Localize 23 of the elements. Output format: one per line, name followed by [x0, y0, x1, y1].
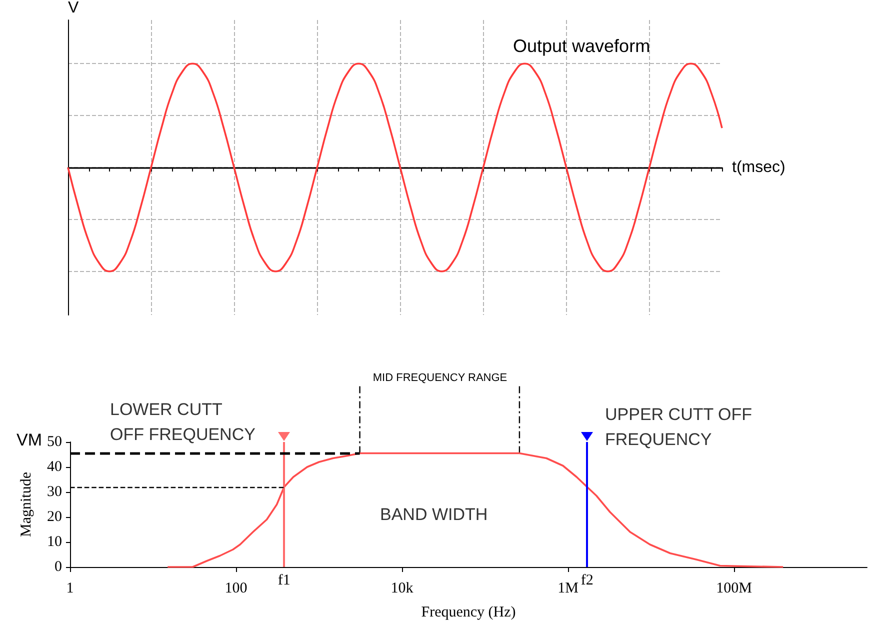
- y-tick-label: 0: [54, 559, 62, 575]
- y-axis-title: V: [68, 0, 79, 16]
- chart-title: Output waveform: [513, 36, 650, 56]
- y-tick-label: 10: [47, 534, 62, 550]
- x-tick-label: 100: [224, 580, 248, 596]
- annotation: BAND WIDTH: [380, 505, 488, 524]
- x-tick-label: 100M: [716, 580, 752, 596]
- y-tick-label: 50: [47, 434, 62, 450]
- y-axis-title: Magnitude: [18, 472, 34, 537]
- x-axis-title: t(msec): [732, 159, 786, 176]
- y-tick-label: 40: [47, 459, 62, 475]
- y-tick-label: 20: [47, 509, 62, 525]
- x-tick-label: 1: [66, 580, 74, 596]
- y-tick-label: 30: [47, 484, 62, 500]
- text: MID FREQUENCY RANGE: [372, 372, 508, 384]
- x-tick-label: 1M: [558, 580, 578, 596]
- ref-line-label: VM: [16, 430, 42, 450]
- annotation: LOWER CUTT OFF FREQUENCY: [110, 400, 256, 444]
- x-tick-label: 10k: [390, 580, 414, 596]
- x-axis-title: Frequency (Hz): [421, 604, 516, 620]
- annotation: UPPER CUTT OFF FREQUENCY: [605, 405, 752, 449]
- ref-line-label: f2: [580, 572, 594, 588]
- ref-line-label: f1: [278, 572, 290, 588]
